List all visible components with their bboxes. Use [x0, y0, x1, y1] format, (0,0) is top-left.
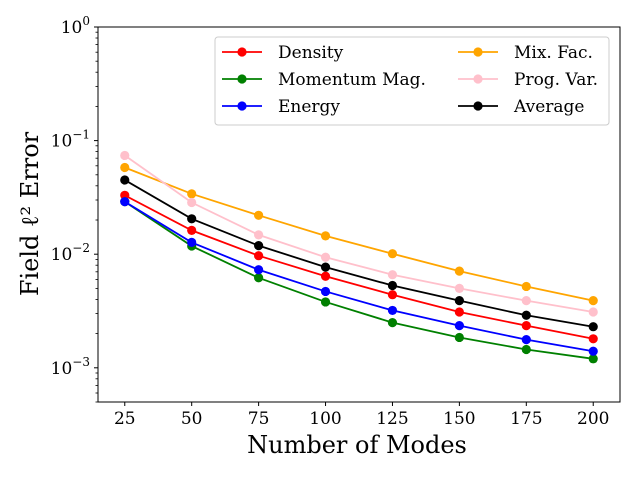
- data-point: [387, 249, 398, 259]
- legend-marker: [237, 74, 247, 84]
- series-line-3: [124, 166, 594, 302]
- x-tick-label: 100: [309, 409, 341, 429]
- legend-label: Momentum Mag.: [278, 70, 426, 90]
- data-point: [120, 175, 130, 185]
- data-point: [120, 150, 130, 161]
- x-tick-label: 150: [443, 409, 475, 429]
- y-tick-label: 10−2: [51, 241, 90, 265]
- legend-marker: [473, 101, 483, 111]
- data-point: [254, 265, 264, 275]
- data-point: [521, 344, 531, 355]
- series-line-0: [124, 194, 594, 340]
- data-point: [454, 321, 464, 331]
- data-point: [120, 162, 130, 173]
- data-point: [320, 286, 331, 297]
- data-point: [187, 197, 197, 208]
- data-point: [387, 270, 398, 280]
- x-tick-label: 125: [376, 409, 408, 429]
- legend-marker: [237, 47, 247, 57]
- data-point: [254, 273, 264, 283]
- data-point: [320, 231, 331, 241]
- series-line-1: [124, 200, 594, 360]
- data-point: [387, 290, 398, 300]
- data-point: [320, 271, 331, 281]
- y-tick-base: 10: [51, 359, 73, 379]
- legend-box: [214, 36, 610, 126]
- legend-marker: [237, 101, 247, 111]
- data-point: [454, 296, 464, 306]
- series-layer: [120, 150, 598, 364]
- data-point: [521, 310, 531, 320]
- y-tick-exponent: 0: [82, 14, 90, 28]
- data-point: [254, 210, 264, 220]
- x-tick-label: 50: [181, 409, 203, 429]
- data-point: [454, 307, 464, 317]
- series-line-2: [124, 200, 594, 353]
- legend-label: Density: [278, 43, 344, 63]
- data-point: [320, 297, 331, 307]
- y-axis-label: Field ℓ² Error: [16, 131, 44, 296]
- data-point: [387, 280, 398, 291]
- data-point: [521, 321, 531, 331]
- data-point: [588, 334, 598, 344]
- data-point: [387, 305, 398, 316]
- y-tick-exponent: −1: [72, 128, 90, 142]
- x-tick-label: 175: [510, 409, 542, 429]
- y-tick-exponent: −3: [72, 355, 90, 369]
- data-point: [588, 296, 598, 306]
- data-point: [521, 296, 531, 306]
- data-point: [120, 197, 130, 207]
- legend-marker: [473, 74, 483, 84]
- legend-label: Energy: [278, 97, 340, 117]
- data-point: [588, 307, 598, 317]
- data-point: [187, 189, 197, 199]
- plot-frame: [97, 26, 621, 403]
- series-line-4: [124, 154, 594, 313]
- x-tick-label: 75: [248, 409, 270, 429]
- x-tick-label: 25: [114, 409, 136, 429]
- legend-label: Average: [513, 97, 584, 117]
- data-point: [254, 230, 264, 240]
- y-tick-base: 10: [51, 245, 73, 265]
- y-tick-label: 10−1: [51, 128, 90, 152]
- data-point: [521, 281, 531, 292]
- data-point: [454, 332, 464, 343]
- y-tick-label: 10−3: [51, 355, 90, 379]
- x-tick-label: 200: [577, 409, 609, 429]
- legend: Density Momentum Mag. Energy Mix. Fac. Prog.…: [214, 36, 610, 126]
- data-point: [521, 335, 531, 345]
- data-point: [254, 241, 264, 251]
- x-axis-label: Number of Modes: [247, 431, 467, 459]
- y-tick-exponent: −2: [72, 241, 90, 255]
- legend-marker: [473, 47, 483, 57]
- data-point: [588, 322, 598, 332]
- data-point: [588, 346, 598, 356]
- legend-label: Mix. Fac.: [514, 43, 593, 63]
- data-point: [454, 266, 464, 276]
- data-point: [120, 190, 130, 200]
- y-tick-label: 100: [61, 14, 90, 38]
- data-point: [387, 318, 398, 328]
- data-point: [187, 237, 197, 248]
- data-point: [320, 252, 331, 262]
- data-point: [187, 225, 197, 235]
- data-point: [588, 354, 598, 364]
- series-line-5: [124, 179, 594, 328]
- data-point: [454, 283, 464, 293]
- data-point: [320, 262, 331, 272]
- data-point: [254, 251, 264, 261]
- y-tick-base: 10: [51, 132, 73, 152]
- x-axis: 25 50 75 100 125 150 175 200: [114, 402, 609, 429]
- data-point: [187, 214, 197, 224]
- y-tick-base: 10: [61, 18, 83, 38]
- legend-label: Prog. Var.: [514, 70, 598, 90]
